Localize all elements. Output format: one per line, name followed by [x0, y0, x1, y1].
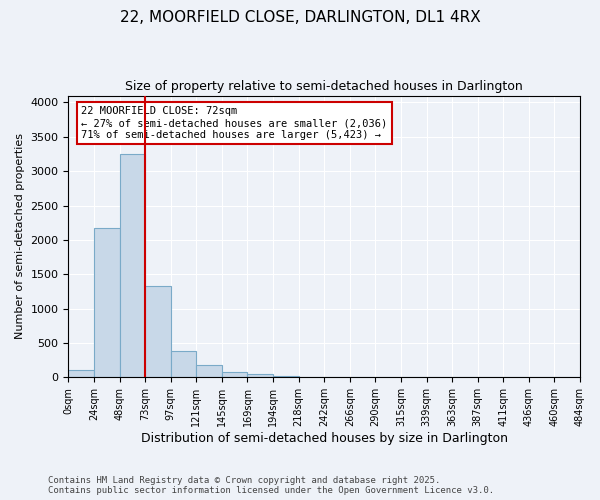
Text: 22 MOORFIELD CLOSE: 72sqm
← 27% of semi-detached houses are smaller (2,036)
71% : 22 MOORFIELD CLOSE: 72sqm ← 27% of semi-…	[81, 106, 388, 140]
Bar	[222, 372, 247, 378]
Bar	[171, 350, 196, 378]
Bar	[196, 366, 222, 378]
Text: Contains HM Land Registry data © Crown copyright and database right 2025.
Contai: Contains HM Land Registry data © Crown c…	[48, 476, 494, 495]
Bar	[247, 374, 273, 378]
Bar	[68, 370, 94, 378]
Bar	[273, 376, 299, 378]
Bar	[119, 154, 145, 378]
Text: 22, MOORFIELD CLOSE, DARLINGTON, DL1 4RX: 22, MOORFIELD CLOSE, DARLINGTON, DL1 4RX	[119, 10, 481, 25]
Bar	[94, 228, 119, 378]
X-axis label: Distribution of semi-detached houses by size in Darlington: Distribution of semi-detached houses by …	[141, 432, 508, 445]
Bar	[145, 286, 171, 378]
Y-axis label: Number of semi-detached properties: Number of semi-detached properties	[15, 134, 25, 340]
Title: Size of property relative to semi-detached houses in Darlington: Size of property relative to semi-detach…	[125, 80, 523, 93]
